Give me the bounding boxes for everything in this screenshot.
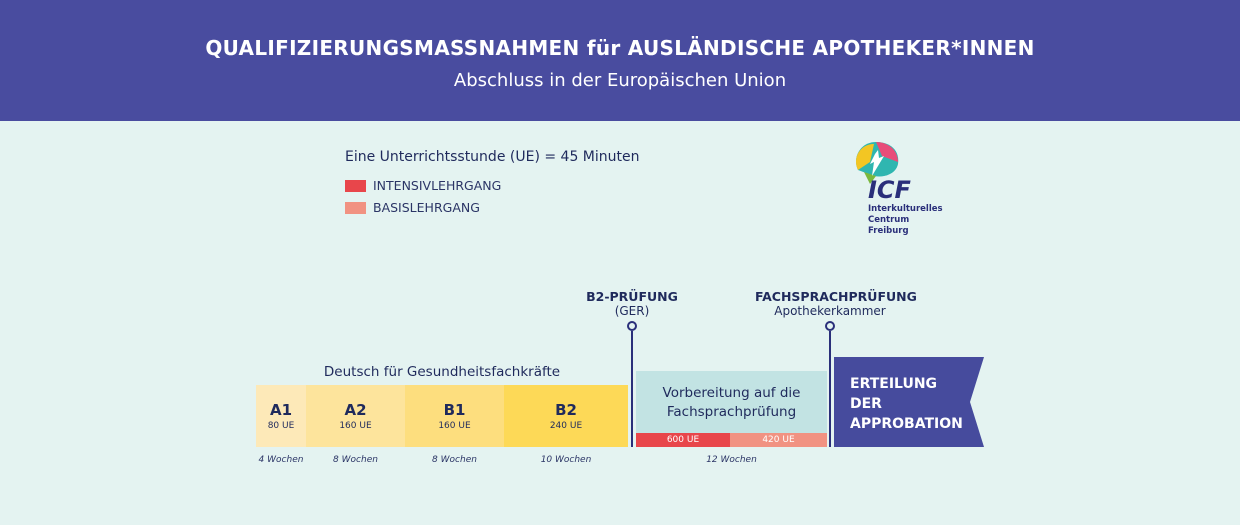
preparation-line-1: Vorbereitung auf die (662, 385, 801, 401)
milestone-language-sub: Apothekerkammer (774, 304, 886, 318)
logo-text: Interkulturelles Centrum Freiburg (868, 204, 943, 237)
logo-line-2: Centrum (868, 215, 910, 225)
approbation-text: ERTEILUNG DER APPROBATION (850, 374, 963, 434)
preparation-line-2: Fachsprachprüfung (666, 404, 797, 420)
milestone-language-line (829, 331, 831, 447)
legend-label-basic: BASISLEHRGANG (373, 200, 480, 215)
milestone-b2-line (631, 331, 633, 447)
approbation-line-3: APPROBATION (850, 416, 963, 432)
preparation-basic-bar: 420 UE (730, 433, 827, 447)
level-a1-name: A1 (269, 401, 293, 419)
weeks-a1: 4 Wochen (258, 455, 304, 465)
legend-label-intensive: INTENSIVLEHRGANG (373, 178, 502, 193)
preparation-intensive-bar: 600 UE (636, 433, 730, 447)
milestone-language-title: FACHSPRACHPRÜFUNG (755, 289, 917, 304)
icf-logo-graphic: ICF (855, 142, 912, 204)
weeks-preparation: 12 Wochen (706, 455, 757, 465)
level-a1-ue: 80 UE (267, 421, 295, 431)
level-a2: A2 160 UE (306, 385, 405, 447)
legend-title: Eine Unterrichtsstunde (UE) = 45 Minuten (345, 149, 640, 165)
level-b2-ue: 240 UE (549, 421, 583, 431)
level-b2: B2 240 UE (504, 385, 628, 447)
logo-line-1: Interkulturelles (868, 204, 943, 214)
legend-item-intensive: INTENSIVLEHRGANG (345, 178, 501, 193)
legend-swatch-intensive (345, 179, 366, 192)
weeks-a2: 8 Wochen (333, 455, 378, 465)
page-subtitle: Abschluss in der Europäischen Union (453, 70, 787, 91)
level-b1-name: B1 (443, 401, 466, 419)
header-banner: QUALIFIZIERUNGSMASSNAHMEN für AUSLÄNDISC… (0, 0, 1240, 121)
weeks-b2: 10 Wochen (540, 455, 592, 465)
level-b1-ue: 160 UE (438, 421, 471, 431)
preparation-block: Vorbereitung auf die Fachsprachprüfung (636, 371, 827, 433)
milestone-language-exam: FACHSPRACHPRÜFUNG Apothekerkammer (755, 289, 917, 318)
milestone-language-marker (825, 321, 835, 331)
approbation-line-2: DER (850, 396, 882, 412)
level-a1: A1 80 UE (256, 385, 306, 447)
logo-line-3: Freiburg (868, 226, 909, 236)
approbation-line-1: ERTEILUNG (850, 376, 938, 392)
weeks-b1: 8 Wochen (432, 455, 477, 465)
legend-swatch-basic (345, 201, 366, 214)
level-a2-ue: 160 UE (339, 421, 372, 431)
course-title: Deutsch für Gesundheitsfachkräfte (323, 364, 561, 380)
milestone-b2-exam: B2-PRÜFUNG (GER) (572, 289, 692, 318)
approbation-flag-shape (834, 357, 984, 447)
legend-item-basic: BASISLEHRGANG (345, 200, 480, 215)
icf-logo: ICF Interkulturelles Centrum Freiburg (848, 140, 943, 245)
milestone-b2-sub: (GER) (614, 304, 650, 318)
logo-abbr: ICF (868, 176, 912, 202)
level-b2-name: B2 (555, 401, 577, 419)
approbation-flag: ERTEILUNG DER APPROBATION (834, 357, 984, 447)
page-title: QUALIFIZIERUNGSMASSNAHMEN für AUSLÄNDISC… (205, 36, 1035, 60)
level-b1: B1 160 UE (405, 385, 504, 447)
level-a2-name: A2 (344, 401, 367, 419)
milestone-b2-marker (627, 321, 637, 331)
milestone-b2-title: B2-PRÜFUNG (586, 289, 678, 304)
